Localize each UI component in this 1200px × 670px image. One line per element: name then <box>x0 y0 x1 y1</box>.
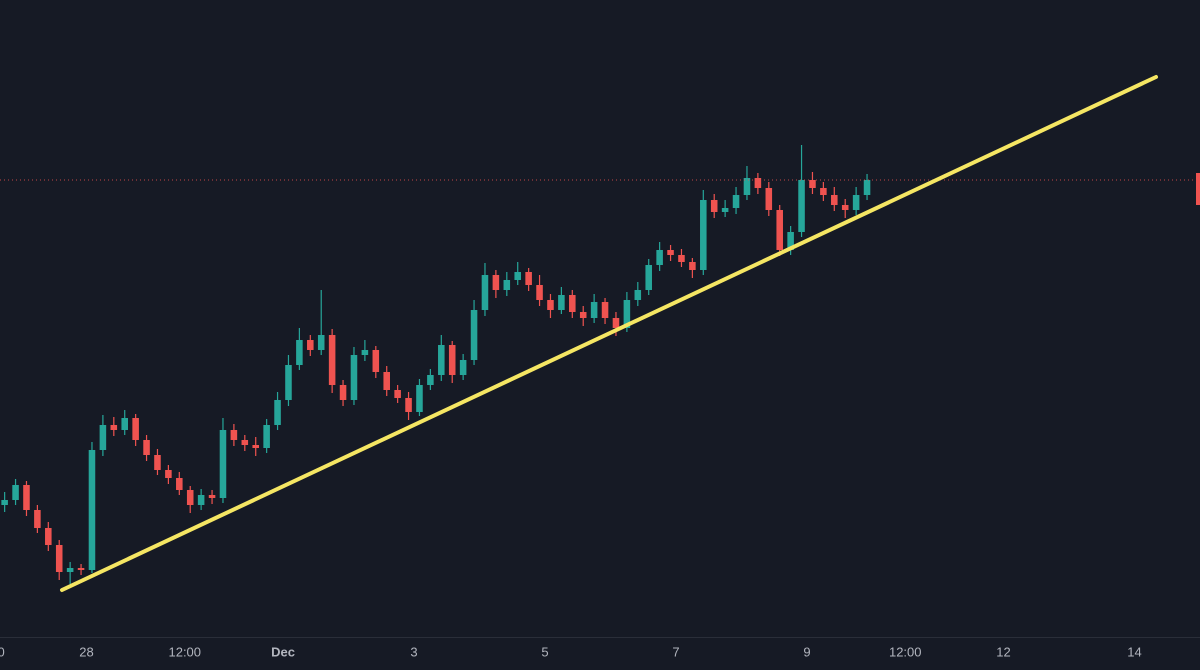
candle-body <box>667 250 674 255</box>
candle-body <box>405 398 412 412</box>
x-tick-label: 12 <box>996 644 1010 659</box>
candle-body <box>656 250 663 265</box>
candle-body <box>241 440 249 445</box>
candle-body <box>154 455 161 470</box>
candle-body <box>765 188 773 210</box>
candle-body <box>503 280 511 290</box>
candle-body <box>176 478 183 490</box>
candle-body <box>547 300 554 310</box>
candle-body <box>831 195 838 205</box>
candle-body <box>579 312 587 318</box>
candle-body <box>77 568 85 570</box>
candle-body <box>197 495 205 505</box>
candle-body <box>99 425 107 450</box>
candle-body <box>448 345 456 375</box>
candle-body <box>383 372 390 390</box>
candle-body <box>328 335 336 385</box>
candle-body <box>416 385 423 412</box>
candle-body <box>536 285 543 300</box>
candle-body <box>569 295 576 312</box>
candle-body <box>88 450 96 570</box>
candle-body <box>798 180 805 232</box>
candle-body <box>514 272 521 280</box>
candles <box>0 145 1200 584</box>
candle-body <box>820 188 827 195</box>
x-tick-label: 28 <box>79 644 93 659</box>
candle-body <box>23 485 30 510</box>
candle-body <box>470 310 478 360</box>
candle-body <box>438 345 445 375</box>
candle-body <box>55 545 63 572</box>
candle-body <box>459 360 467 375</box>
candle-body <box>274 400 281 425</box>
candle-body <box>525 272 532 285</box>
trendline <box>60 75 1158 592</box>
candle-body <box>307 340 314 350</box>
candle-body <box>110 425 118 430</box>
candle-body <box>339 385 347 400</box>
candle-body <box>492 275 500 290</box>
candle-body <box>186 490 194 505</box>
candle-body <box>296 340 303 365</box>
candle-body <box>427 375 434 385</box>
price-label-marker <box>1196 173 1200 205</box>
candle-body <box>732 195 740 208</box>
x-tick-label: 3 <box>410 644 417 659</box>
x-axis: 0 28 12:00 Dec 3 5 7 9 12:00 12 14 <box>0 644 1142 659</box>
x-tick-label: 12:00 <box>168 644 201 659</box>
candle-body <box>34 510 41 528</box>
candle-body <box>285 365 292 400</box>
candle-body <box>12 485 19 500</box>
candle-body <box>743 178 751 195</box>
candle-body <box>394 390 401 398</box>
candle-body <box>208 495 216 498</box>
candle-body <box>558 295 565 310</box>
x-tick-label: 0 <box>0 644 5 659</box>
x-tick-label: 7 <box>672 644 679 659</box>
x-tick-label: 14 <box>1127 644 1141 659</box>
candle-body <box>66 568 74 572</box>
candle-body <box>689 262 696 270</box>
candle-body <box>481 275 489 310</box>
candle-body <box>678 255 685 262</box>
candle-body <box>219 430 227 498</box>
candle-body <box>143 440 150 455</box>
candle-body <box>841 205 849 210</box>
candle-body <box>372 350 380 372</box>
candle-body <box>317 335 325 350</box>
candle-body <box>350 355 358 400</box>
candle-body <box>787 232 794 250</box>
candle-body <box>165 470 172 478</box>
candle-body <box>863 180 871 195</box>
candle-body <box>230 430 238 440</box>
candle-body <box>809 180 816 188</box>
candle-body <box>612 318 620 328</box>
candle-body <box>700 200 707 270</box>
x-tick-label: 5 <box>541 644 548 659</box>
candle-body <box>710 200 718 212</box>
candle-body <box>754 178 762 188</box>
candle-body <box>623 300 631 328</box>
x-tick-label: 9 <box>803 644 810 659</box>
candle-body <box>601 302 609 318</box>
candle-body <box>590 302 598 318</box>
candle-body <box>252 445 259 448</box>
candle-body <box>852 195 860 210</box>
candle-body <box>132 418 139 440</box>
candle-body <box>45 528 52 545</box>
x-tick-label: 12:00 <box>889 644 922 659</box>
candle-body <box>263 425 270 448</box>
x-tick-label: Dec <box>271 644 295 659</box>
candle-body <box>721 208 729 212</box>
candle-body <box>634 290 642 300</box>
candle-body <box>645 265 652 290</box>
candle-body <box>1 500 8 505</box>
candle-body <box>776 210 783 250</box>
candle-body <box>121 418 128 430</box>
candle-body <box>361 350 369 355</box>
